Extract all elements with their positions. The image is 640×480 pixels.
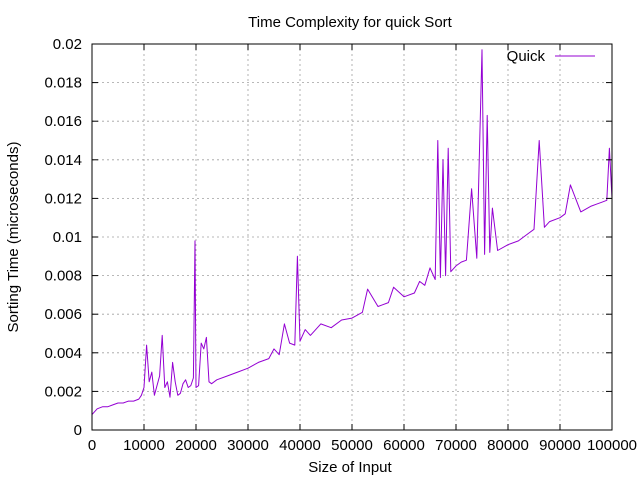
x-tick-label: 20000: [175, 437, 217, 454]
x-tick-label: 40000: [279, 437, 321, 454]
x-tick-label: 50000: [331, 437, 373, 454]
y-tick-label: 0.018: [44, 75, 82, 92]
x-tick-label: 80000: [487, 437, 529, 454]
y-tick-label: 0.002: [44, 383, 82, 400]
y-tick-label: 0.008: [44, 268, 82, 285]
ticks: 0 10000 20000 30000 40000 50000 60000 70000 8000…: [44, 36, 637, 454]
y-tick-label: 0.016: [44, 113, 82, 130]
x-tick-label: 70000: [435, 437, 477, 454]
x-tick-label: 10000: [123, 437, 165, 454]
x-tick-label: 0: [88, 437, 96, 454]
x-tick-label: 90000: [539, 437, 581, 454]
y-tick-label: 0: [74, 422, 82, 439]
y-tick-label: 0.004: [44, 345, 82, 362]
y-tick-label: 0.012: [44, 190, 82, 207]
x-tick-label: 100000: [587, 437, 637, 454]
y-tick-label: 0.02: [53, 36, 82, 53]
x-tick-label: 30000: [227, 437, 269, 454]
series-line-quick: [91, 49, 613, 415]
legend: Quick: [507, 48, 595, 65]
y-axis-title: Sorting Time (microseconds): [5, 142, 22, 333]
x-axis-title: Size of Input: [308, 459, 392, 476]
y-tick-label: 0.006: [44, 306, 82, 323]
grid: [92, 44, 612, 430]
y-tick-label: 0.01: [53, 229, 82, 246]
x-tick-label: 60000: [383, 437, 425, 454]
y-tick-label: 0.014: [44, 152, 82, 169]
series-layer: [91, 49, 613, 415]
legend-label: Quick: [507, 48, 546, 65]
chart-title: Time Complexity for quick Sort: [248, 14, 452, 31]
